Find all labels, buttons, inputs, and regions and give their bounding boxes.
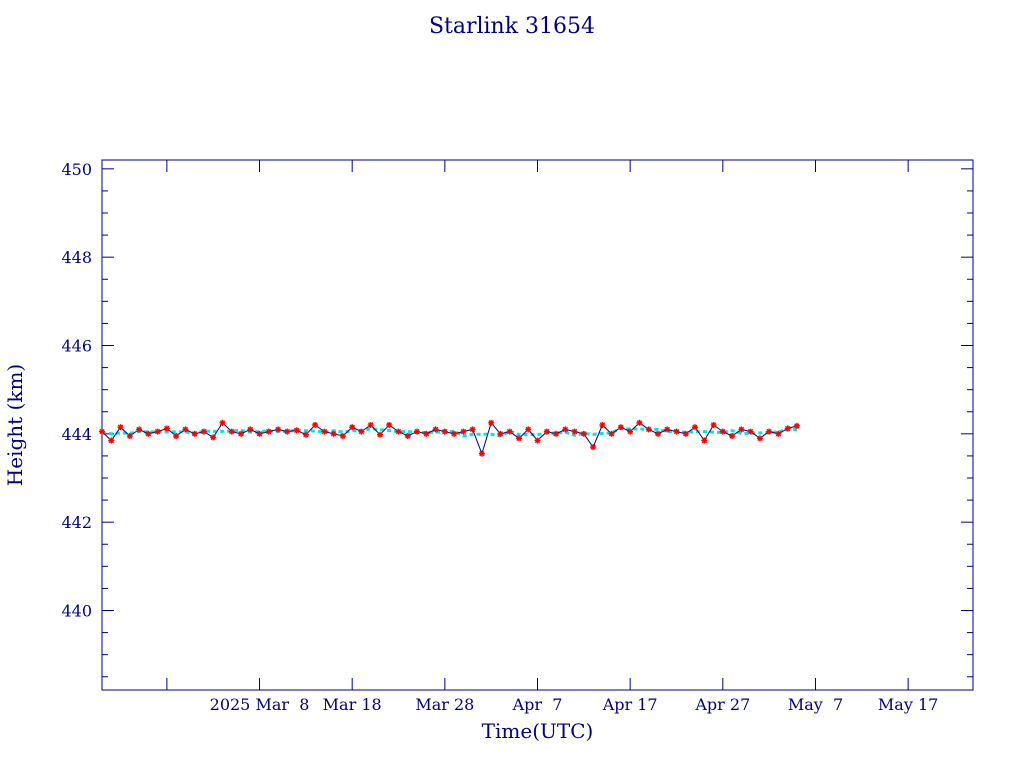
data-point (432, 426, 439, 433)
data-point (265, 428, 272, 435)
y-tick-label: 446 (61, 337, 92, 356)
height-series-line (101, 421, 798, 456)
chart-title: Starlink 31654 (428, 14, 596, 39)
data-point (701, 437, 708, 444)
data-point (599, 422, 606, 428)
data-point (506, 428, 513, 435)
data-point (627, 428, 634, 435)
data-point (247, 426, 254, 433)
data-point (302, 431, 309, 438)
data-point (655, 430, 661, 437)
data-point (404, 433, 411, 439)
data-point (488, 419, 495, 426)
data-point (608, 430, 615, 437)
data-point (747, 428, 754, 435)
x-tick-label: 2025 Mar 8 (210, 695, 310, 714)
data-point (719, 428, 726, 435)
data-point (756, 435, 763, 442)
data-point (182, 426, 189, 433)
data-point (330, 430, 337, 437)
data-point (219, 419, 226, 426)
x-axis-label: Time(UTC) (482, 719, 594, 743)
data-point (682, 430, 689, 437)
data-point (775, 430, 782, 437)
data-point (321, 428, 328, 435)
data-point (534, 437, 541, 444)
y-tick-label: 444 (61, 425, 92, 444)
data-point (543, 428, 550, 435)
data-point (617, 424, 624, 431)
data-point (738, 426, 745, 433)
data-point (729, 433, 736, 439)
data-point (284, 428, 291, 435)
data-point (784, 425, 791, 432)
data-point (571, 428, 578, 435)
data-point (414, 428, 420, 435)
x-tick-label: May 7 (788, 695, 843, 714)
data-point (163, 425, 170, 432)
data-point (145, 430, 152, 437)
data-point (423, 430, 430, 437)
data-point (460, 428, 467, 435)
data-point (191, 430, 198, 437)
plot-frame (101, 159, 974, 691)
data-point (710, 422, 717, 428)
x-tick-label: Apr 7 (512, 695, 563, 714)
data-point (525, 426, 532, 433)
data-point (441, 428, 448, 435)
data-point (590, 444, 597, 451)
data-point (766, 428, 773, 435)
x-tick-label: Apr 17 (602, 695, 658, 714)
data-point (367, 422, 374, 428)
data-point (358, 428, 365, 435)
y-axis-label: Height (km) (3, 364, 27, 486)
data-point (451, 430, 458, 437)
data-point (793, 422, 800, 429)
data-point (200, 428, 207, 435)
y-tick-label: 440 (61, 602, 92, 621)
y-tick-label: 448 (61, 248, 92, 267)
data-point (136, 426, 143, 433)
data-point (339, 433, 346, 439)
x-tick-label: Apr 27 (694, 695, 750, 714)
data-point (386, 422, 393, 428)
data-point (673, 428, 680, 435)
data-point (275, 426, 282, 433)
data-point (516, 435, 522, 442)
data-point (108, 437, 115, 444)
data-point (117, 424, 124, 431)
data-point (228, 428, 235, 435)
y-tick-label: 450 (61, 160, 92, 179)
data-point (553, 430, 559, 437)
x-tick-label: May 17 (878, 695, 938, 714)
data-point (645, 426, 652, 433)
data-point (636, 419, 643, 426)
data-point (478, 450, 485, 457)
data-point (99, 428, 105, 435)
data-point (126, 433, 133, 439)
data-point (395, 428, 402, 435)
data-point (238, 430, 244, 437)
data-point (312, 422, 319, 428)
data-point (664, 426, 671, 433)
x-tick-label: Mar 18 (323, 695, 382, 714)
data-point (580, 430, 587, 437)
data-point (349, 424, 356, 431)
data-point (497, 430, 504, 437)
data-point (562, 426, 569, 433)
data-point (173, 433, 180, 439)
data-point (692, 424, 698, 431)
y-tick-label: 442 (61, 513, 92, 532)
data-point (469, 426, 476, 433)
x-tick-label: Mar 28 (415, 695, 474, 714)
data-point (293, 427, 300, 434)
data-point (377, 431, 383, 438)
data-point (256, 430, 263, 437)
data-point (154, 428, 161, 435)
data-point (210, 434, 217, 441)
